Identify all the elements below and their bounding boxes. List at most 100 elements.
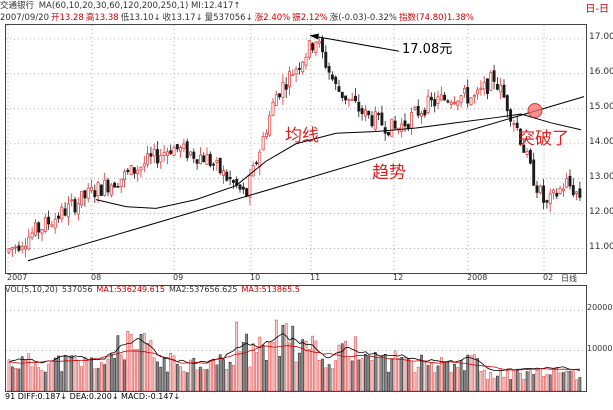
candle-body [377,113,381,115]
volume-bar [380,356,384,392]
candle-body [96,182,100,197]
volume-bar [294,361,298,392]
volume-panel[interactable] [5,285,587,392]
volume-bar [80,366,83,392]
price-chart[interactable] [6,25,586,273]
header-field: 指数(74.80)1.38% [398,13,474,23]
peak-price-label: 17.08元 [402,42,453,57]
volume-bar [268,341,272,392]
volume-bar [37,367,41,392]
candle-body [390,118,394,137]
volume-ma-line [8,345,580,371]
macd-readout: 91 DIFF:0.187↓ DEA:0.200↓ MACD:-0.147↓ [5,392,585,406]
volume-bar [265,360,268,392]
volume-bar [17,368,21,392]
time-tick-label: 02 [543,273,554,282]
candle-body [195,159,199,164]
header-line2: 2007/09/20 开13.28 高13.38 低13.10↓ 收13.17↓ 量537… [0,12,613,24]
volume-bar [489,372,493,392]
candle-body [255,162,258,165]
candle-body [20,246,24,250]
volume-bar [499,369,503,392]
candle-body [208,154,212,167]
volume-bar [426,365,430,392]
volume-bar [235,321,239,392]
volume-bar [202,369,206,392]
peak-arrow-line [309,34,400,52]
candle-body [261,136,265,151]
volume-bar [430,362,433,392]
candle-body [311,43,315,51]
volume-bar [152,357,156,392]
volume-bar [443,362,446,392]
volume-bar [492,378,496,392]
volume-tick-label: 100000 [587,343,613,353]
volume-bar [255,352,258,392]
candle-body [156,149,159,164]
candle-body [60,206,64,220]
volume-bar [449,372,453,392]
volume-bar [459,360,463,392]
volume-header-field: MA1:536249.615 [96,285,165,294]
header-field: 低13.10↓ [120,13,161,23]
volume-bar [433,372,437,392]
header-field: 收13.17↓ [162,13,203,23]
breakout-label: 突破了 [518,129,569,149]
volume-bar [205,369,209,392]
candle-body [565,178,569,188]
volume-bar [136,349,140,392]
volume-bar [228,361,232,392]
candle-body [172,147,176,156]
candle-body [90,186,93,192]
candle-body [10,247,14,250]
volume-bar [238,351,242,392]
volume-bar [182,371,186,392]
candle-body [83,190,87,199]
candle-body [57,215,60,219]
candle-body [347,98,351,101]
volume-chart[interactable] [6,286,586,392]
volume-bar [73,357,77,392]
volume-bar [7,359,11,392]
candle-body [502,84,506,98]
candle-body [231,180,235,183]
volume-bar [40,370,44,392]
volume-bar [542,376,545,392]
candle-body [420,113,423,117]
volume-bar [278,356,281,392]
period-indicator[interactable]: 日-日 [585,4,609,15]
candle-body [472,95,476,98]
candle-body [146,153,150,165]
candle-body [294,68,298,75]
volume-bar [133,349,136,392]
volume-bar [512,370,516,392]
candle-body [410,112,414,129]
trend-label: 趋势 [372,163,406,183]
candle-body [301,61,305,73]
candle-body [241,186,245,190]
volume-bar [552,368,555,392]
candle-body [30,232,34,239]
candle-body [370,115,374,127]
candle-body [159,155,163,163]
volume-bar [271,341,275,392]
volume-bar [331,368,334,392]
volume-bar [558,372,562,392]
volume-bar [535,370,539,392]
volume-bar [387,371,390,392]
volume-bar [218,354,222,392]
candle-body [535,185,539,193]
candle-body [14,246,18,249]
price-chart-panel[interactable] [5,24,587,274]
price-axis: 17.00 16.00 15.00 14.00 13.00 12.00 11.00 [587,24,613,272]
volume-bar [350,360,354,392]
candle-body [24,245,27,250]
volume-bar [453,364,456,392]
candle-body [152,148,156,157]
moving-average-line [95,113,582,209]
candle-body [525,151,529,155]
candle-body [228,176,232,180]
time-tick-label: 10 [250,273,261,282]
candle-body [80,190,84,206]
candle-body [373,111,377,130]
